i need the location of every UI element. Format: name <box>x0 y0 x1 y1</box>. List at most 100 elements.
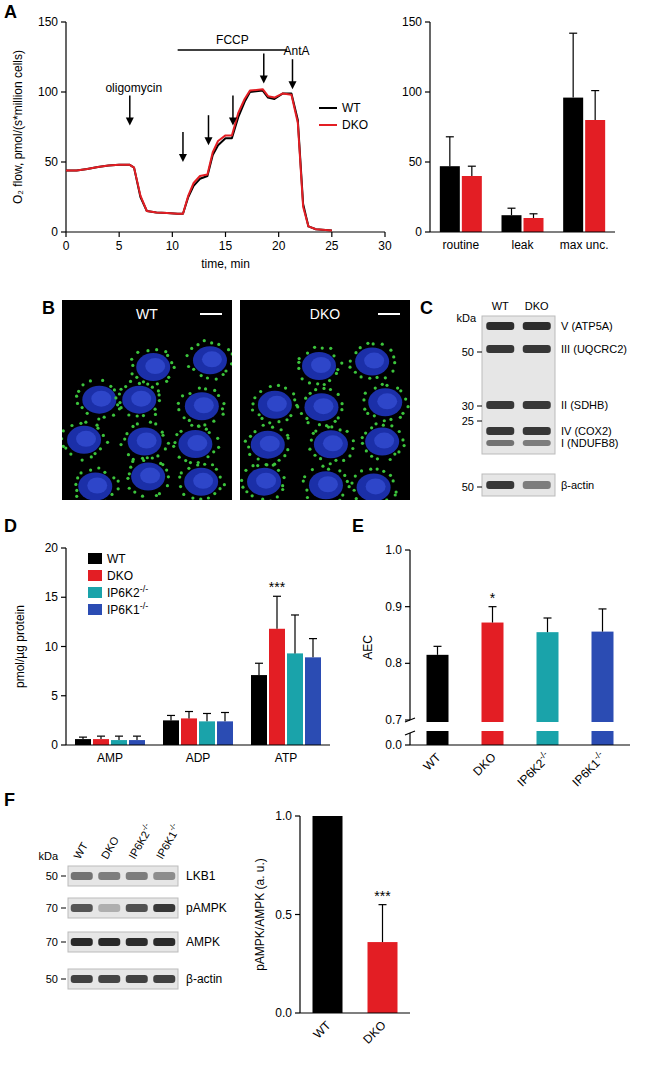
mitochondrion <box>96 427 99 430</box>
y-axis-title: O₂ flow, pmol/(s*million cells) <box>11 50 25 204</box>
mitochondrion <box>360 469 363 472</box>
mitochondrion <box>222 402 225 405</box>
y-axis-title: pAMPK/AMPK (a. u.) <box>253 858 267 971</box>
band <box>153 872 175 880</box>
band <box>71 872 93 880</box>
mitochondrion <box>157 389 160 392</box>
mitochondrion <box>131 425 134 428</box>
y-tick <box>295 914 300 915</box>
blot <box>482 474 555 496</box>
annotation: AntA <box>283 44 309 58</box>
mitochondrion <box>79 422 82 425</box>
mitochondrion <box>343 474 346 477</box>
mitochondrion <box>305 417 308 420</box>
mitochondrion <box>89 379 92 382</box>
bar <box>563 98 583 232</box>
mitochondrion <box>340 402 343 405</box>
nucleus <box>247 468 281 496</box>
mitochondrion <box>124 385 127 388</box>
superscript: -/- <box>536 749 549 762</box>
mitochondrion <box>272 463 275 466</box>
mitochondrion <box>218 487 221 490</box>
cells <box>62 339 232 500</box>
y-tick <box>425 21 430 22</box>
y-axis <box>65 22 66 232</box>
mitochondrion <box>249 435 252 438</box>
mitochondrion <box>277 459 280 462</box>
error-cap <box>291 614 299 615</box>
mitochondrion <box>177 402 180 405</box>
mitochondrion <box>241 486 244 489</box>
mitochondrion <box>164 350 167 353</box>
error-line <box>224 712 225 721</box>
mitochondrion <box>93 452 96 455</box>
y-axis <box>409 550 410 720</box>
superscript: -/- <box>140 601 149 611</box>
nucleus <box>365 428 399 456</box>
mitochondrion <box>310 438 313 441</box>
mitochondrion <box>196 463 199 466</box>
nucleus-core <box>137 433 157 449</box>
mitochondrion <box>297 361 300 364</box>
band <box>153 904 175 912</box>
mitochondrion <box>230 362 232 365</box>
mitochondrion <box>332 354 335 357</box>
mitochondrion <box>74 483 77 486</box>
x-tick-label: DKO <box>360 1018 388 1046</box>
mitochondrion <box>81 458 84 461</box>
mitochondrion <box>155 494 158 497</box>
mitochondrion <box>89 469 92 472</box>
mitochondrion <box>217 394 220 397</box>
y-axis <box>429 22 430 232</box>
mitochondrion <box>389 418 392 421</box>
mitochondrion <box>123 437 126 440</box>
mitochondrion <box>329 388 332 391</box>
bracket <box>178 49 288 51</box>
mitochondrion <box>164 447 167 450</box>
x-tick-label: ATP <box>275 751 297 765</box>
mitochondrion <box>79 471 82 474</box>
legend-swatch <box>88 570 102 581</box>
nucleus <box>131 463 165 491</box>
mitochondrion <box>253 430 256 433</box>
mitochondrion <box>281 488 284 491</box>
arrow <box>126 96 134 126</box>
error-line <box>573 33 574 97</box>
mitochondrion <box>187 365 190 368</box>
mitochondrion <box>177 408 180 411</box>
mitochondrion <box>133 490 136 493</box>
mitochondrion <box>308 448 311 451</box>
y-tick <box>425 161 430 162</box>
mitochondrion <box>203 423 206 426</box>
mitochondrion <box>197 425 200 428</box>
nucleus-core <box>145 358 165 374</box>
arrow <box>288 59 296 89</box>
marker-label: 70 <box>46 936 58 948</box>
mitochondrion <box>161 463 164 466</box>
error-line <box>276 596 277 629</box>
mitochondrion <box>126 477 129 480</box>
mitochondrion <box>268 421 271 424</box>
mitochondrion <box>196 343 199 346</box>
mitochondrion <box>293 398 296 401</box>
mitochondrion <box>277 420 280 423</box>
mitochondrion <box>313 346 316 349</box>
mitochondrion <box>318 423 321 426</box>
mitochondrion <box>269 385 272 388</box>
mitochondrion <box>383 419 386 422</box>
nucleus-core <box>318 476 338 492</box>
mitochondrion <box>179 430 182 433</box>
nucleus <box>122 386 156 414</box>
mitochondrion <box>382 424 385 427</box>
bar <box>75 739 91 745</box>
mitochondrion <box>244 440 247 443</box>
row-label: III (UQCRC2) <box>561 343 627 355</box>
mitochondrion <box>328 379 331 382</box>
error-bar <box>273 596 281 629</box>
mitochondrion <box>335 372 338 375</box>
mitochondrion <box>200 374 203 377</box>
micrograph <box>62 300 232 500</box>
mitochondrion <box>219 475 222 478</box>
marker-label: 70 <box>46 902 58 914</box>
nucleus <box>185 392 219 420</box>
